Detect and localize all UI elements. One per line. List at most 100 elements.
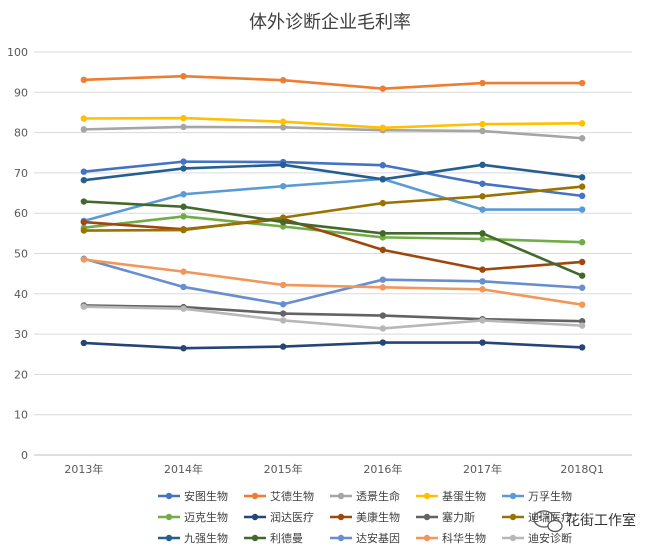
data-point <box>479 286 486 293</box>
series-line <box>82 258 584 306</box>
legend-label: 塞力斯 <box>442 510 475 524</box>
legend-label: 安图生物 <box>184 489 228 503</box>
data-point <box>80 227 88 234</box>
legend-label: 迪安诊断 <box>528 531 572 545</box>
data-point <box>80 176 88 184</box>
y-tick-label: 20 <box>14 368 28 381</box>
data-point <box>279 343 287 350</box>
legend-swatch-marker <box>509 534 517 542</box>
data-point <box>80 218 88 226</box>
data-point <box>578 318 586 325</box>
series-line <box>82 125 584 140</box>
data-point <box>279 161 287 169</box>
legend-swatch-marker <box>165 492 173 500</box>
legend-label: 迈克生物 <box>184 510 228 524</box>
watermark-text: 花街工作室 <box>566 512 636 529</box>
data-point <box>180 123 187 131</box>
legend-label: 万孚生物 <box>528 489 572 503</box>
data-point <box>578 284 586 291</box>
data-point <box>279 223 287 230</box>
data-point <box>379 199 387 207</box>
x-axis: 2013年 2014年 2015年 2016年 2017年 2018Q1 <box>64 462 604 476</box>
watermark: 花街工作室 <box>533 510 636 533</box>
y-tick-label: 90 <box>14 86 28 99</box>
data-point <box>578 174 586 181</box>
data-point <box>379 312 387 319</box>
legend-swatch-marker <box>337 513 345 521</box>
data-point <box>180 158 187 165</box>
data-point <box>279 310 287 317</box>
legend-label: 科华生物 <box>442 531 486 545</box>
data-point <box>578 322 586 329</box>
series-line <box>82 116 584 130</box>
series-line <box>82 160 584 198</box>
data-point <box>379 339 387 346</box>
data-point <box>479 339 486 346</box>
legend-label: 润达医疗 <box>270 510 314 524</box>
x-tick-label: 2015年 <box>264 462 303 476</box>
data-point <box>379 162 387 169</box>
series-line <box>82 257 584 306</box>
data-point <box>180 268 187 275</box>
data-point <box>479 161 486 169</box>
legend-swatch-marker <box>337 534 345 542</box>
legend-swatch-marker <box>423 534 431 542</box>
data-point <box>80 76 88 84</box>
data-point <box>578 344 586 351</box>
y-tick-label: 60 <box>14 207 28 220</box>
y-axis: 0 10 20 30 40 50 60 70 80 90 100 <box>7 46 28 462</box>
series-line <box>82 163 584 182</box>
data-point <box>479 79 486 87</box>
series-line <box>82 217 584 271</box>
data-point <box>578 272 586 279</box>
data-point <box>180 114 187 122</box>
x-tick-label: 2016年 <box>363 462 402 476</box>
data-point <box>578 120 586 127</box>
legend-swatch-marker <box>165 534 173 542</box>
data-point <box>80 256 88 263</box>
data-point <box>80 198 88 205</box>
data-point <box>479 266 486 273</box>
data-point <box>379 246 387 254</box>
y-tick-label: 50 <box>14 248 28 261</box>
data-point <box>80 115 88 122</box>
data-point <box>180 191 187 198</box>
data-point <box>479 278 486 285</box>
data-point <box>180 345 187 352</box>
data-point <box>180 305 187 312</box>
data-point <box>279 301 287 308</box>
data-point <box>578 301 586 308</box>
legend-swatch-marker <box>423 492 431 500</box>
data-point <box>180 165 187 172</box>
data-point <box>279 118 287 125</box>
x-tick-label: 2018Q1 <box>560 463 604 476</box>
series-line <box>82 185 584 232</box>
data-point <box>379 284 387 291</box>
series-group <box>80 72 586 352</box>
data-point <box>479 180 486 187</box>
data-point <box>279 317 287 324</box>
legend-label: 美康生物 <box>356 510 400 524</box>
data-point <box>479 193 486 200</box>
legend-swatch-marker <box>251 534 259 542</box>
legend-swatch-marker <box>509 513 517 521</box>
x-tick-label: 2013年 <box>64 462 103 476</box>
series-line <box>82 200 584 277</box>
series-line <box>82 341 584 350</box>
data-point <box>578 206 586 213</box>
legend-swatch-marker <box>251 492 259 500</box>
data-point <box>379 176 387 183</box>
data-point <box>279 281 287 289</box>
data-point <box>80 339 88 347</box>
y-tick-label: 40 <box>14 288 28 301</box>
legend-swatch-marker <box>509 492 517 500</box>
legend-label: 利德曼 <box>270 531 303 545</box>
legend-swatch-marker <box>423 513 431 521</box>
data-point <box>279 214 287 221</box>
data-point <box>180 213 187 220</box>
data-point <box>578 79 586 87</box>
y-tick-label: 80 <box>14 127 28 140</box>
